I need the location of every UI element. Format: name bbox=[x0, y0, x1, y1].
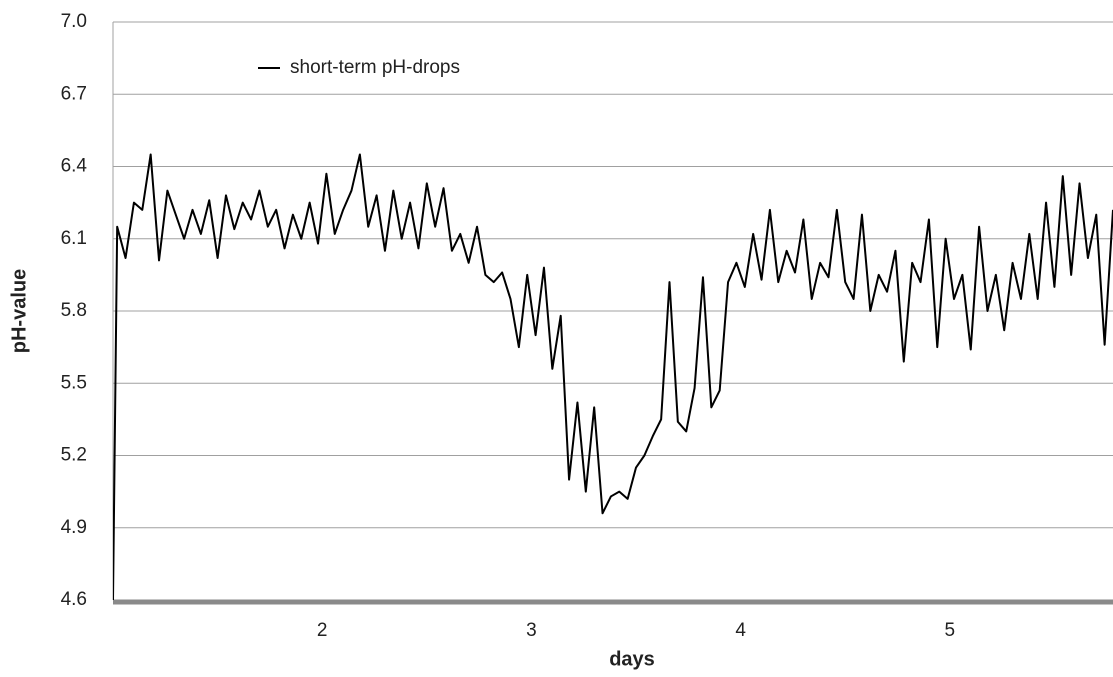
x-tick-label: 5 bbox=[945, 620, 956, 641]
x-tick-label: 3 bbox=[526, 620, 537, 641]
y-tick-label: 5.8 bbox=[61, 300, 87, 321]
y-tick-label: 4.6 bbox=[61, 589, 87, 610]
y-tick-label: 7.0 bbox=[61, 11, 87, 32]
y-tick-label: 6.7 bbox=[61, 83, 87, 104]
y-tick-label: 6.4 bbox=[61, 156, 88, 177]
y-tick-label: 5.5 bbox=[61, 372, 87, 393]
y-tick-label: 6.1 bbox=[61, 228, 87, 249]
y-axis-label: pH-value bbox=[8, 269, 30, 353]
x-axis-label: days bbox=[609, 648, 655, 670]
data-line bbox=[113, 153, 1113, 601]
y-tick-label: 5.2 bbox=[61, 445, 87, 466]
x-tick-label: 2 bbox=[317, 620, 328, 641]
y-tick-label: 4.9 bbox=[61, 517, 87, 538]
x-tick-label: 4 bbox=[735, 620, 746, 641]
plot-area bbox=[113, 153, 1113, 601]
legend-label: short-term pH-drops bbox=[290, 57, 460, 78]
